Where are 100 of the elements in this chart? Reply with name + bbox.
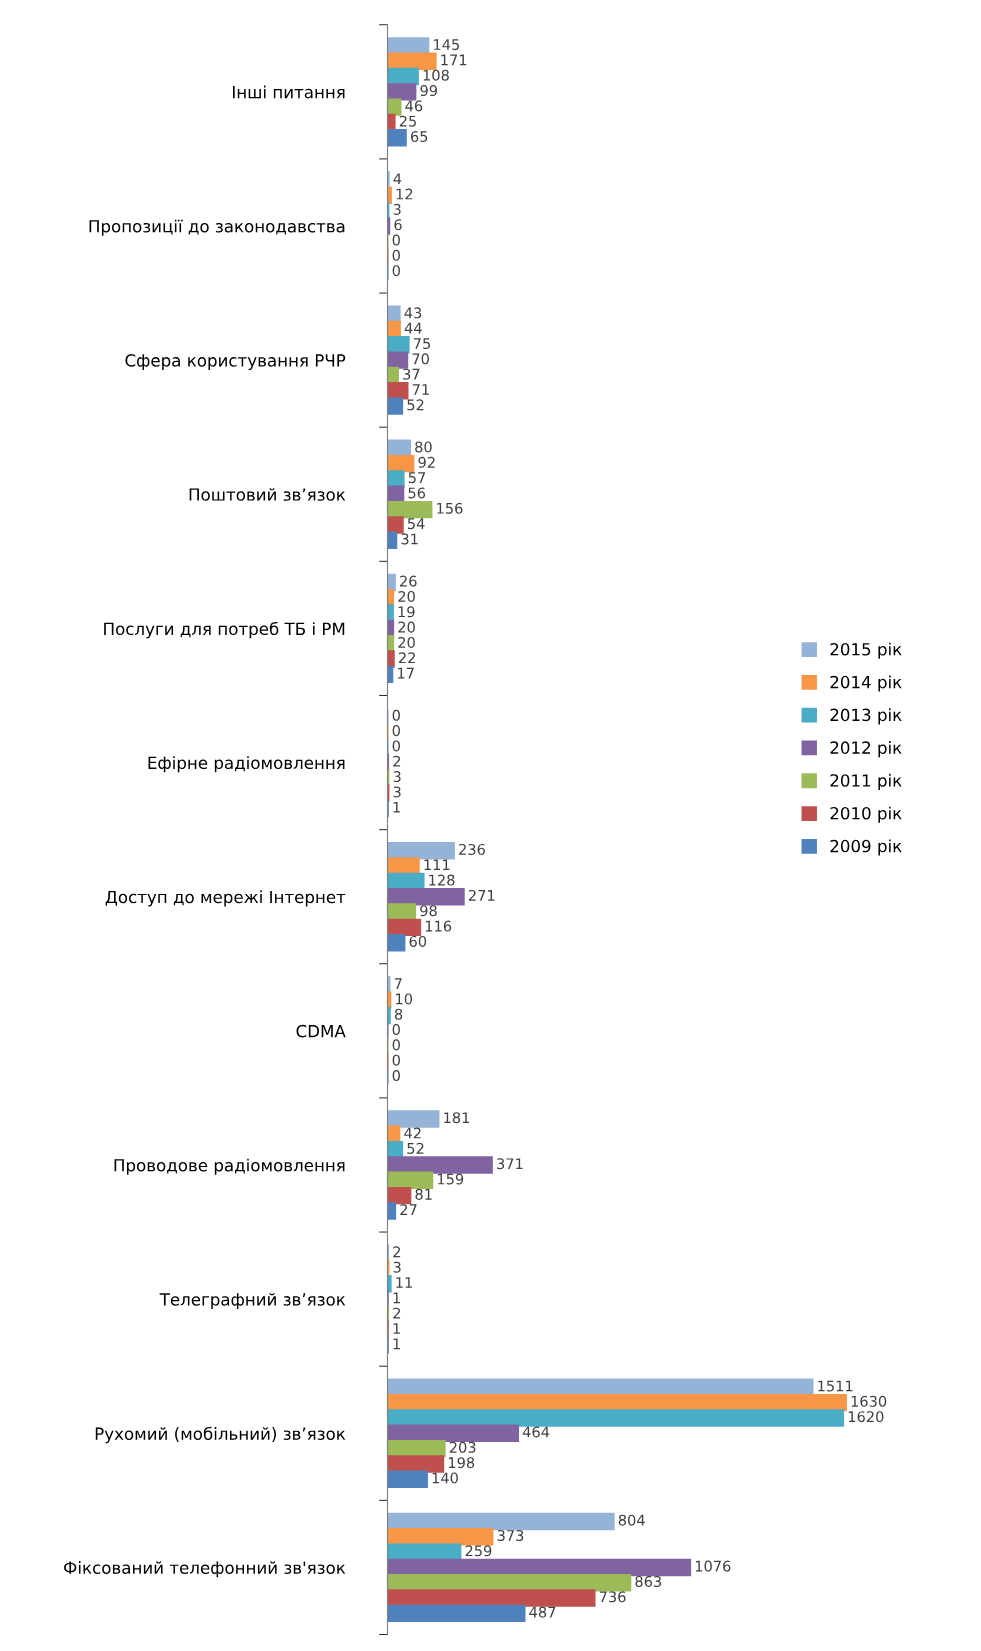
data-label: 1 (393, 801, 400, 813)
data-label: 271 (468, 889, 495, 901)
data-label: 54 (407, 518, 425, 530)
data-label: 20 (398, 590, 415, 602)
data-label: 159 (437, 1173, 464, 1185)
data-label: 1 (393, 1292, 400, 1304)
data-label: 81 (415, 1188, 432, 1200)
data-label: 863 (635, 1575, 662, 1587)
data-label: 44 (404, 322, 422, 334)
data-label: 3 (393, 203, 401, 215)
data-label: 0 (392, 265, 400, 277)
data-label: 98 (420, 905, 437, 917)
data-label: 80 (415, 441, 432, 453)
data-label: 70 (412, 353, 429, 365)
data-label: 75 (413, 338, 431, 350)
data-label: 6 (394, 219, 402, 231)
y-tick-label: Проводове радіомовлення (114, 1158, 345, 1175)
data-label: 19 (398, 606, 415, 618)
data-label: 1 (393, 1323, 400, 1334)
y-tick-label: Рухомий (мобільний) зв’язок (95, 1426, 346, 1444)
data-label: 65 (410, 131, 428, 143)
data-label: 0 (392, 234, 400, 246)
legend-label: 2015 рік (830, 642, 902, 659)
y-tick-label: Фіксований телефонний зв'язок (64, 1561, 346, 1578)
data-label: 3 (393, 1261, 401, 1273)
data-label: 0 (392, 1024, 400, 1036)
data-label: 0 (392, 1070, 400, 1082)
data-label: 1076 (695, 1560, 731, 1572)
data-label: 22 (398, 652, 415, 664)
data-label: 4 (393, 173, 402, 185)
data-label: 52 (407, 1142, 424, 1154)
y-tick-label: Телеграфний зв’язок (159, 1292, 346, 1309)
y-tick-label: CDMA (296, 1024, 346, 1038)
data-label: 99 (420, 85, 438, 97)
data-label: 0 (392, 1054, 400, 1066)
data-label: 20 (398, 621, 415, 633)
data-label: 46 (405, 100, 423, 112)
legend-label: 2009 рік (830, 839, 902, 856)
y-tick-label: Пропозиції до законодавства (89, 219, 345, 236)
data-label: 171 (441, 54, 467, 66)
data-label: 8 (394, 1008, 403, 1020)
data-label: 373 (497, 1529, 524, 1541)
data-label: 31 (401, 533, 418, 545)
data-label: 0 (392, 249, 400, 261)
data-label: 128 (429, 874, 455, 886)
data-label: 17 (398, 667, 414, 679)
data-label: 0 (392, 740, 400, 752)
data-label: 804 (618, 1514, 645, 1526)
data-label: 371 (497, 1158, 523, 1170)
legend-label: 2012 рік (830, 741, 902, 758)
legend-label: 2010 рік (830, 806, 902, 823)
data-label: 0 (392, 709, 400, 721)
data-label: 10 (396, 993, 413, 1005)
y-tick-label: Доступ до мережі Інтернет (105, 890, 346, 907)
data-label: 487 (529, 1606, 556, 1618)
data-label: 37 (403, 368, 420, 380)
data-label: 3 (393, 771, 401, 783)
data-label: 25 (399, 115, 416, 127)
data-label: 0 (392, 725, 400, 737)
data-label: 2 (393, 1307, 401, 1319)
data-label: 71 (412, 384, 429, 395)
data-label: 1 (393, 1338, 400, 1350)
y-tick-label: Послуги для потреб ТБ і РМ (104, 621, 345, 639)
data-label: 236 (459, 843, 485, 855)
data-label: 1630 (851, 1395, 887, 1407)
data-label: 198 (448, 1457, 475, 1469)
legend-label: 2011 рік (830, 773, 902, 790)
y-tick-label: Інші питання (233, 85, 345, 99)
data-label: 140 (432, 1472, 458, 1484)
y-tick-label: Поштовий зв’язок (189, 488, 346, 501)
data-label: 92 (418, 456, 435, 468)
data-label: 116 (425, 920, 452, 932)
y-tick-label: Ефірне радіомовлення (148, 756, 345, 773)
data-label: 1511 (818, 1380, 853, 1392)
data-label: 7 (394, 978, 402, 989)
legend-label: 2013 рік (830, 708, 902, 725)
data-label: 3 (393, 786, 401, 798)
data-label: 0 (392, 1039, 400, 1051)
data-label: 20 (398, 636, 415, 648)
data-label: 736 (599, 1591, 626, 1603)
data-label: 42 (404, 1127, 421, 1139)
data-label: 26 (400, 575, 417, 587)
data-label: 43 (404, 307, 422, 319)
data-label: 145 (434, 39, 459, 51)
data-label: 60 (409, 935, 427, 947)
data-label: 156 (437, 502, 463, 514)
data-label: 2 (393, 755, 401, 767)
data-label: 108 (423, 69, 449, 81)
y-tick-label: Сфера користування РЧР (125, 354, 346, 370)
data-label: 12 (396, 188, 413, 200)
data-label: 2 (393, 1246, 401, 1258)
data-label: 27 (400, 1204, 417, 1215)
data-label: 56 (408, 487, 426, 499)
data-label: 203 (449, 1441, 476, 1453)
data-label: 57 (408, 472, 425, 484)
data-label: 464 (522, 1426, 550, 1438)
legend-label: 2014 рік (830, 675, 902, 692)
data-label: 259 (465, 1545, 492, 1557)
data-label: 111 (424, 859, 450, 871)
data-label: 1620 (848, 1411, 884, 1423)
